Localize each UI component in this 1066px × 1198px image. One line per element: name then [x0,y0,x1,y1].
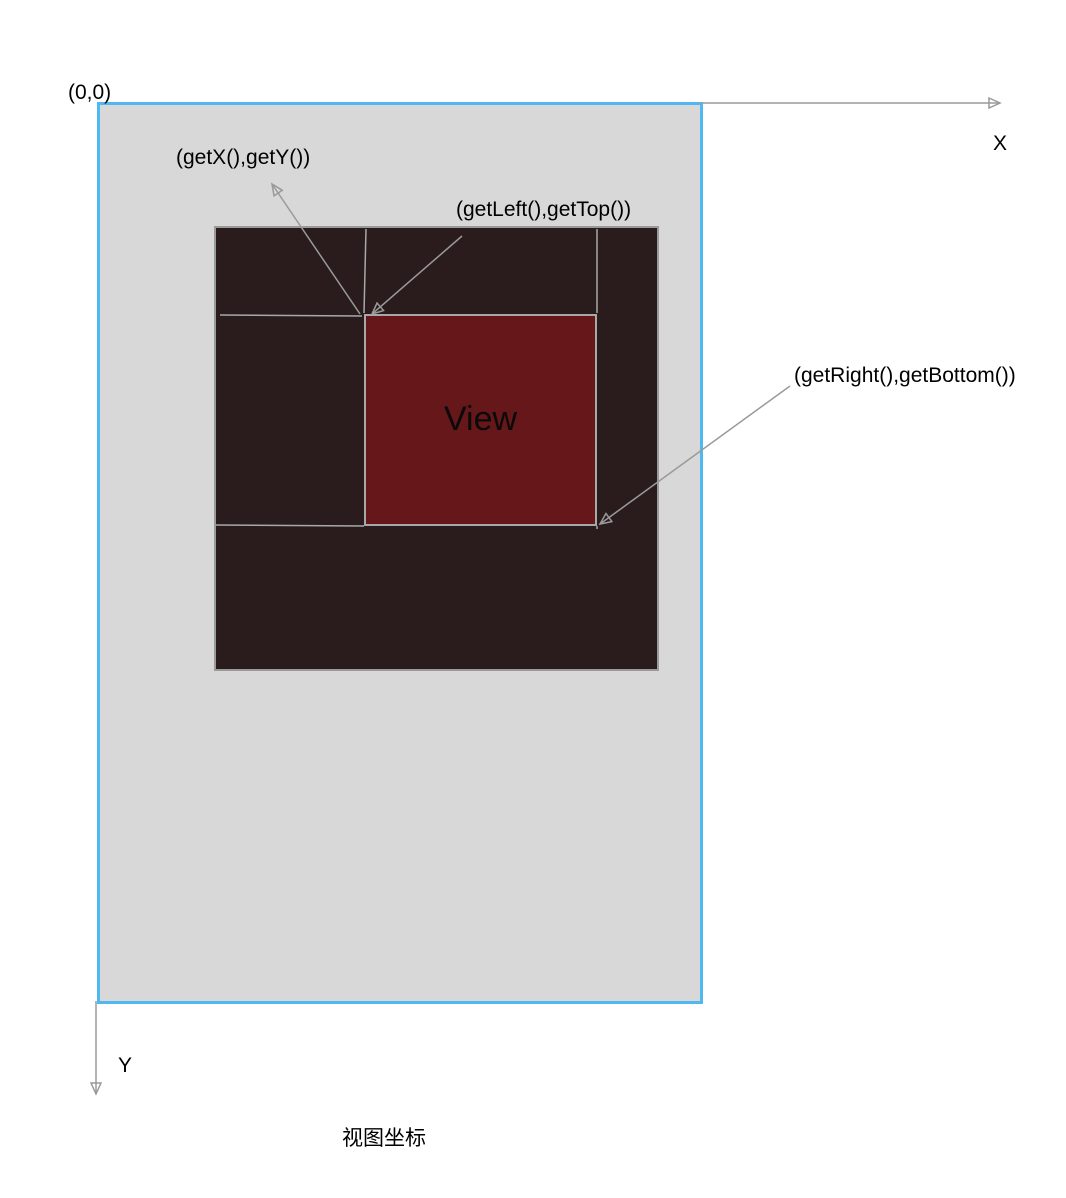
origin-label: (0,0) [68,81,112,104]
bottom-guide-line [215,524,365,527]
arrow-get-right-bottom [600,385,791,524]
arrow-get-xy [272,184,361,315]
x-axis-label: X [993,132,1008,155]
y-axis-label: Y [118,1054,133,1077]
view-label: View [443,400,518,438]
get-right-bottom-label: (getRight(),getBottom()) [794,364,1016,387]
get-xy-label: (getX(),getY()) [176,146,311,169]
get-left-top-label: (getLeft(),getTop()) [456,198,632,221]
arrow-get-left-top [372,235,463,314]
left-guide-line [363,228,367,314]
view-box [364,314,597,526]
top-guide-line [219,314,363,317]
caption: 视图坐标 [342,1127,426,1150]
